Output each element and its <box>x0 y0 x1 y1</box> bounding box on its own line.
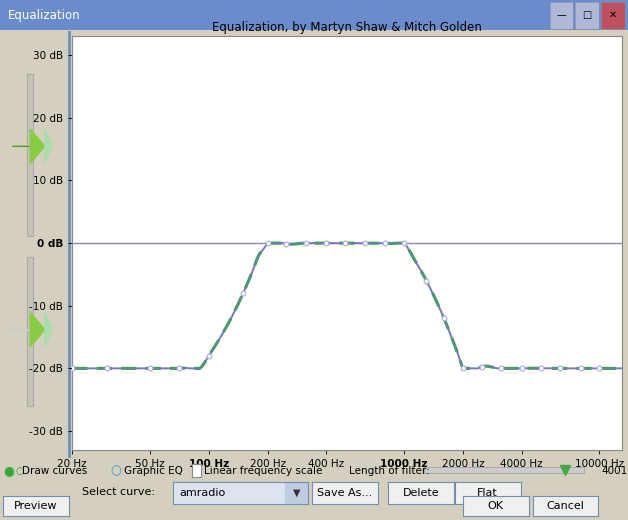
Polygon shape <box>45 129 52 163</box>
Text: ●: ● <box>3 464 14 477</box>
Text: amradio: amradio <box>180 488 225 498</box>
Text: ▼: ▼ <box>293 488 300 498</box>
Polygon shape <box>30 129 45 163</box>
Text: Flat: Flat <box>477 488 498 498</box>
Text: Select curve:: Select curve: <box>82 487 154 498</box>
Text: Linear frequency scale: Linear frequency scale <box>204 465 322 476</box>
Text: Save As...: Save As... <box>318 488 372 498</box>
Text: ○: ○ <box>16 465 24 476</box>
Title: Equalization, by Martyn Shaw & Mitch Golden: Equalization, by Martyn Shaw & Mitch Gol… <box>212 21 482 34</box>
Text: Draw curves: Draw curves <box>22 465 87 476</box>
Text: Preview: Preview <box>14 501 58 511</box>
Polygon shape <box>45 313 52 347</box>
Bar <box>28 74 33 236</box>
Text: Equalization: Equalization <box>8 9 80 21</box>
Bar <box>28 257 33 407</box>
Text: 4001: 4001 <box>602 465 628 476</box>
Polygon shape <box>284 482 308 504</box>
Polygon shape <box>30 313 45 347</box>
Text: Length of filter:: Length of filter: <box>349 465 430 476</box>
Text: ○: ○ <box>110 464 121 477</box>
Text: Graphic EQ: Graphic EQ <box>124 465 183 476</box>
Text: Delete: Delete <box>403 488 440 498</box>
Text: Cancel: Cancel <box>546 501 585 511</box>
Text: OK: OK <box>488 501 504 511</box>
